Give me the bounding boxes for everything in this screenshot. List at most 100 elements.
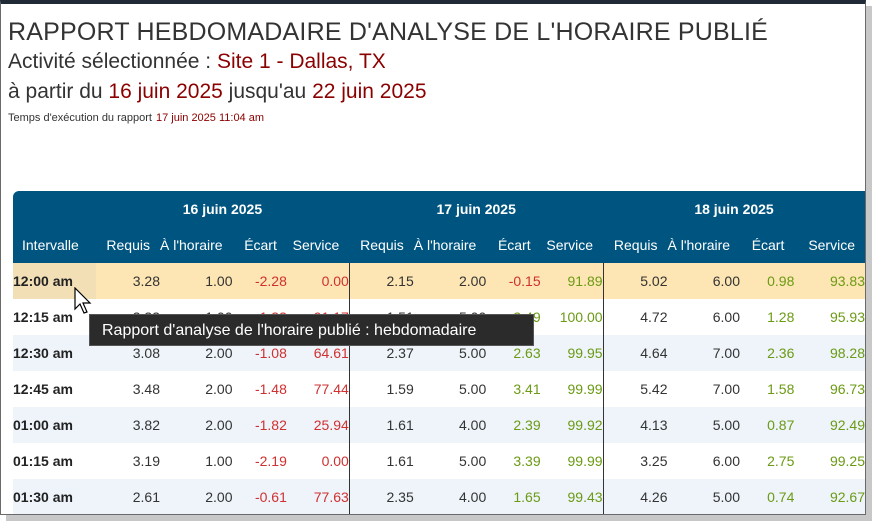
service-cell: 95.93: [794, 299, 865, 335]
ecart-cell: -1.48: [232, 371, 287, 407]
service-cell: 91.89: [540, 263, 604, 299]
horaire-cell: 6.00: [667, 443, 740, 479]
horaire-cell: 4.00: [413, 407, 487, 443]
service-cell: 99.92: [540, 407, 604, 443]
horaire-cell: 2.00: [160, 479, 233, 514]
service-cell: 99.25: [794, 443, 865, 479]
date-header-1: 16 juin 2025: [95, 191, 350, 227]
col-requis: Requis: [349, 227, 414, 263]
ecart-cell: 3.41: [486, 371, 541, 407]
service-cell: 77.44: [286, 371, 350, 407]
service-cell: 25.94: [286, 407, 350, 443]
requis-cell: 3.82: [95, 407, 160, 443]
col-horaire: À l'horaire: [160, 227, 233, 263]
mouse-cursor-icon: [74, 287, 92, 314]
service-cell: 92.49: [794, 407, 865, 443]
requis-cell: 5.02: [602, 263, 668, 299]
tooltip: Rapport d'analyse de l'horaire publié : …: [89, 314, 534, 346]
range-mid: jusqu'au: [222, 80, 313, 103]
requis-cell: 3.25: [602, 443, 668, 479]
ecart-cell: 3.39: [486, 443, 541, 479]
execution-time-line: Temps d'exécution du rapport 17 juin 2025…: [8, 112, 264, 124]
requis-cell: 1.61: [348, 443, 414, 479]
service-cell: 99.99: [540, 443, 604, 479]
service-cell: 0.00: [286, 443, 350, 479]
horaire-cell: 2.00: [413, 263, 487, 299]
col-requis: Requis: [603, 227, 668, 263]
ecart-cell: 1.28: [740, 299, 795, 335]
horaire-cell: 7.00: [667, 371, 740, 407]
ecart-cell: -0.61: [232, 479, 287, 514]
horaire-cell: 5.00: [413, 443, 487, 479]
ecart-cell: 0.98: [740, 263, 795, 299]
table-row: 12:45 am 3.48 2.00 -1.48 77.44 1.59 5.00 3.41 99…: [13, 371, 865, 407]
exec-value: 17 juin 2025 11:04 am: [155, 112, 265, 124]
report-title: RAPPORT HEBDOMADAIRE D'ANALYSE DE L'HORA…: [8, 18, 769, 46]
table-body: 12:00 am 3.28 1.00 -2.28 0.00 2.15 2.00 -0.15 91…: [13, 263, 865, 514]
ecart-cell: -1.82: [232, 407, 287, 443]
ecart-cell: 1.65: [486, 479, 541, 514]
col-service: Service: [286, 227, 350, 263]
service-cell: 77.63: [286, 479, 350, 514]
service-cell: 99.43: [540, 479, 604, 514]
interval-cell: 01:15 am: [13, 443, 96, 479]
service-cell: 98.28: [794, 335, 865, 371]
horaire-cell: 4.00: [413, 479, 487, 514]
horaire-cell: 2.00: [160, 407, 233, 443]
date-header-2: 17 juin 2025: [349, 191, 604, 227]
col-interval: Intervalle: [13, 227, 96, 263]
requis-cell: 4.72: [602, 299, 668, 335]
service-cell: 99.95: [540, 335, 604, 371]
service-cell: 100.00: [540, 299, 604, 335]
window-shadow: [6, 515, 872, 521]
range-start: 16 juin 2025: [108, 80, 223, 103]
window-shadow: [866, 6, 872, 521]
requis-cell: 1.61: [348, 407, 414, 443]
col-service: Service: [794, 227, 865, 263]
interval-cell: 01:00 am: [13, 407, 96, 443]
col-ecart: Écart: [232, 227, 287, 263]
requis-cell: 3.48: [95, 371, 160, 407]
date-range-line: à partir du 16 juin 2025 jusqu'au 22 jui…: [8, 80, 427, 104]
requis-cell: 2.61: [95, 479, 160, 514]
requis-cell: 1.59: [348, 371, 414, 407]
requis-cell: 3.19: [95, 443, 160, 479]
activity-line: Activité sélectionnée : Site 1 - Dallas,…: [8, 50, 386, 74]
col-service: Service: [540, 227, 604, 263]
ecart-cell: 1.58: [740, 371, 795, 407]
range-end: 22 juin 2025: [312, 80, 427, 103]
table-row: 01:00 am 3.82 2.00 -1.82 25.94 1.61 4.00 2.39 99…: [13, 407, 865, 443]
date-header-blank: [13, 191, 96, 227]
service-cell: 92.67: [794, 479, 865, 514]
requis-cell: 2.15: [348, 263, 414, 299]
ecart-cell: -2.19: [232, 443, 287, 479]
horaire-cell: 1.00: [160, 263, 233, 299]
interval-cell: 12:00 am: [13, 263, 96, 299]
ecart-cell: 0.87: [740, 407, 795, 443]
horaire-cell: 5.00: [667, 479, 740, 514]
requis-cell: 3.28: [95, 263, 160, 299]
col-ecart: Écart: [486, 227, 541, 263]
interval-cell: 12:30 am: [13, 335, 96, 371]
requis-cell: 2.35: [348, 479, 414, 514]
table-row: 12:00 am 3.28 1.00 -2.28 0.00 2.15 2.00 -0.15 91…: [13, 263, 865, 299]
horaire-cell: 6.00: [667, 263, 740, 299]
ecart-cell: -2.28: [232, 263, 287, 299]
range-prefix: à partir du: [8, 80, 109, 103]
horaire-cell: 2.00: [160, 371, 233, 407]
interval-cell: 01:30 am: [13, 479, 96, 514]
requis-cell: 5.42: [602, 371, 668, 407]
horaire-cell: 5.00: [413, 371, 487, 407]
requis-cell: 4.13: [602, 407, 668, 443]
ecart-cell: -0.15: [486, 263, 541, 299]
ecart-cell: 2.36: [740, 335, 795, 371]
horaire-cell: 6.00: [667, 299, 740, 335]
schedule-table: 16 juin 2025 17 juin 2025 18 juin 2025 I…: [13, 191, 865, 514]
service-cell: 93.83: [794, 263, 865, 299]
column-header-row: Intervalle Requis À l'horaire Écart Serv…: [13, 227, 865, 263]
requis-cell: 4.26: [602, 479, 668, 514]
horaire-cell: 1.00: [160, 443, 233, 479]
col-ecart: Écart: [740, 227, 795, 263]
report-window: RAPPORT HEBDOMADAIRE D'ANALYSE DE L'HORA…: [0, 0, 866, 515]
ecart-cell: 0.74: [740, 479, 795, 514]
